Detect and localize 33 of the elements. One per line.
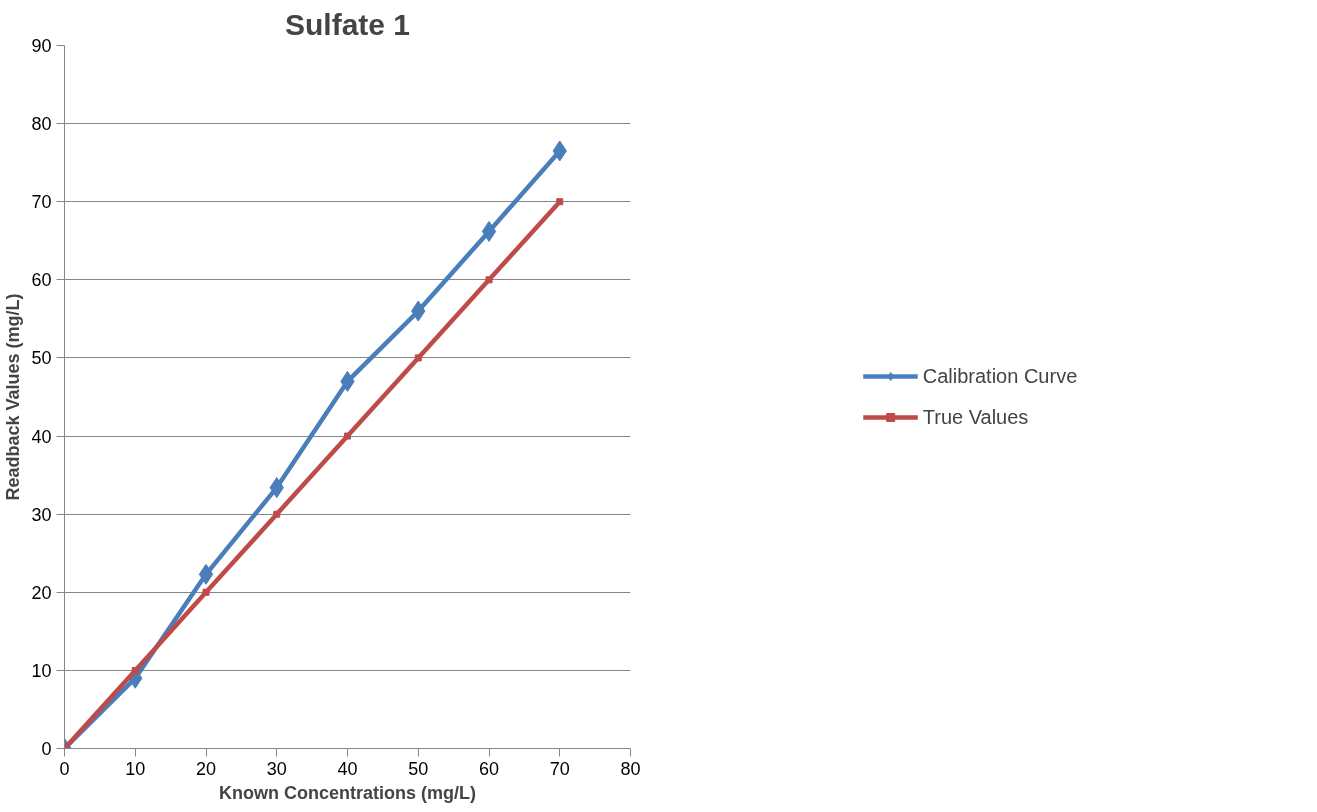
- y-tick-label: 50: [31, 348, 52, 369]
- point: [273, 510, 281, 518]
- x-tick-label: 40: [337, 758, 358, 779]
- x-tick-label: 0: [59, 758, 70, 779]
- point: [198, 563, 214, 585]
- x-tick-label: 60: [478, 758, 500, 779]
- y-axis-title: Readback Values (mg/L): [3, 293, 24, 501]
- x-tick-label: 10: [125, 758, 146, 779]
- y-tick-label: 90: [31, 36, 52, 56]
- point: [481, 220, 497, 242]
- point: [414, 354, 422, 362]
- chart-title: Sulfate 1: [284, 7, 411, 41]
- y-tick-label: 20: [31, 582, 52, 603]
- point: [131, 666, 139, 674]
- x-axis-title: Known Concentrations (mg/L): [219, 782, 476, 803]
- y-tick-label: 0: [41, 739, 52, 759]
- y-tick-label: 10: [31, 660, 52, 681]
- y-tick-label: 30: [31, 504, 52, 525]
- point: [556, 198, 564, 206]
- x-tick-label: 20: [195, 758, 217, 779]
- legend-label: True Values: [922, 405, 1029, 429]
- point: [202, 588, 210, 596]
- y-tick-label: 80: [31, 114, 52, 135]
- legend-label: Calibration Curve: [922, 364, 1078, 388]
- x-tick-label: 50: [408, 758, 429, 779]
- y-tick-label: 40: [31, 426, 52, 447]
- x-tick-label: 70: [549, 758, 570, 779]
- y-tick-label: 70: [31, 192, 52, 213]
- point: [485, 276, 493, 284]
- x-tick-label: 80: [620, 758, 641, 779]
- x-tick-label: 30: [266, 758, 287, 779]
- point: [344, 432, 351, 440]
- y-tick-label: 60: [31, 270, 52, 291]
